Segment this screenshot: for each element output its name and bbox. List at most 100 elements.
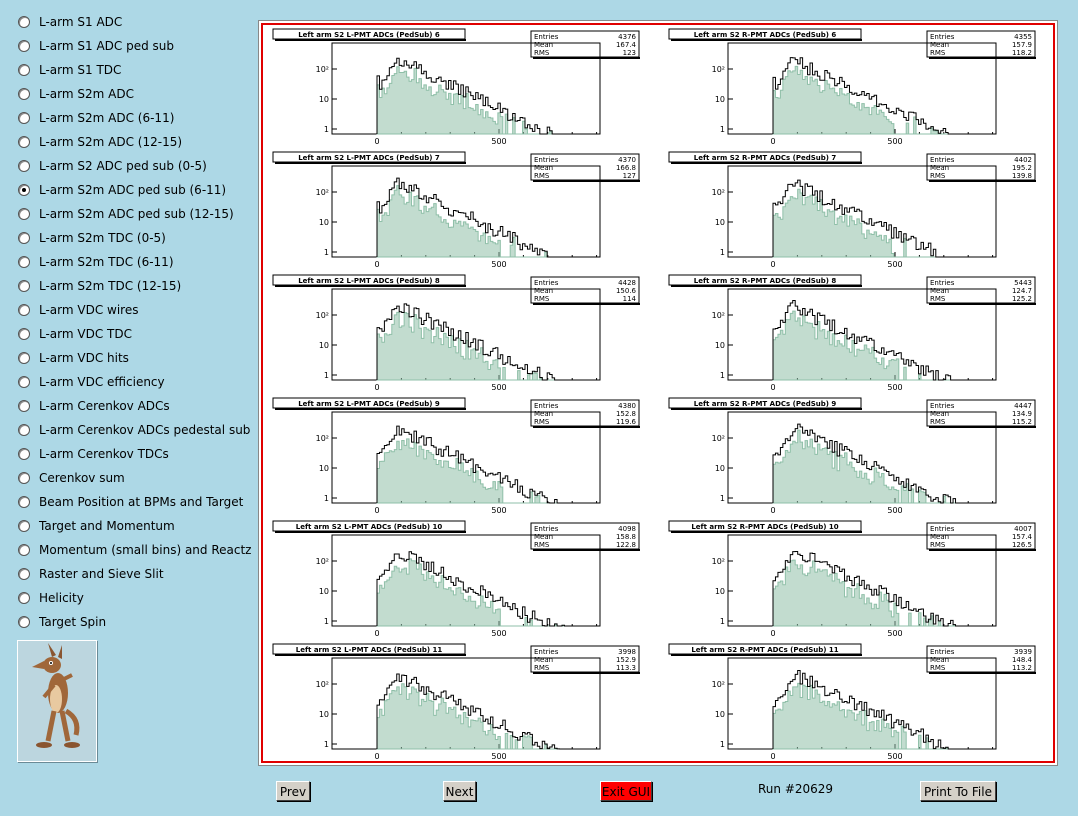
radio-button-icon[interactable] bbox=[18, 544, 30, 556]
histogram-title: Left arm S2 R-PMT ADCs (PedSub) 6 bbox=[694, 31, 837, 39]
sidebar-radio-item[interactable]: L-arm S2m TDC (12-15) bbox=[0, 274, 258, 298]
stats-value: 3939 bbox=[1014, 648, 1032, 656]
exit-gui-button[interactable]: Exit GUI bbox=[600, 781, 652, 801]
histogram-panel: Left arm S2 R-PMT ADCs (PedSub) 6 Entries… bbox=[668, 28, 1036, 146]
y-tick-label: 10 bbox=[319, 464, 329, 473]
sidebar-item-label: L-arm S2m ADC ped sub (6-11) bbox=[39, 183, 227, 197]
radio-button-icon[interactable] bbox=[18, 496, 30, 508]
prev-button[interactable]: Prev bbox=[276, 781, 310, 801]
radio-button-icon[interactable] bbox=[18, 616, 30, 628]
histogram-panel: Left arm S2 R-PMT ADCs (PedSub) 10 Entrie… bbox=[668, 520, 1036, 638]
x-tick-label: 500 bbox=[491, 752, 506, 761]
histogram-fill-series bbox=[376, 683, 599, 750]
stats-box bbox=[926, 153, 1036, 181]
stats-value: 4098 bbox=[618, 525, 636, 533]
sidebar-radio-item[interactable]: L-arm VDC hits bbox=[0, 346, 258, 370]
histogram-fill-series bbox=[376, 185, 599, 258]
radio-button-icon[interactable] bbox=[18, 304, 30, 316]
sidebar-radio-item[interactable]: Helicity bbox=[0, 586, 258, 610]
sidebar-radio-item[interactable]: L-arm S2m TDC (6-11) bbox=[0, 250, 258, 274]
sidebar-radio-item[interactable]: L-arm S2m ADC ped sub (6-11) bbox=[0, 178, 258, 202]
histogram-line-series bbox=[772, 550, 995, 627]
stats-box bbox=[530, 153, 640, 181]
radio-button-icon[interactable] bbox=[18, 424, 30, 436]
radio-button-icon[interactable] bbox=[18, 208, 30, 220]
radio-button-icon[interactable] bbox=[18, 520, 30, 532]
sidebar-radio-item[interactable]: L-arm Cerenkov ADCs bbox=[0, 394, 258, 418]
sidebar-radio-item[interactable]: Beam Position at BPMs and Target bbox=[0, 490, 258, 514]
sidebar-radio-item[interactable]: L-arm S2m TDC (0-5) bbox=[0, 226, 258, 250]
stats-key: Mean bbox=[534, 656, 553, 664]
next-button[interactable]: Next bbox=[443, 781, 476, 801]
sidebar-radio-item[interactable]: L-arm S1 ADC bbox=[0, 10, 258, 34]
sidebar-radio-item[interactable]: L-arm S1 ADC ped sub bbox=[0, 34, 258, 58]
radio-button-icon[interactable] bbox=[18, 376, 30, 388]
x-tick-label: 0 bbox=[770, 137, 775, 146]
radio-button-icon[interactable] bbox=[18, 592, 30, 604]
stats-value: 152.9 bbox=[616, 656, 636, 664]
stats-value: 125.2 bbox=[1012, 295, 1032, 303]
stats-key: Entries bbox=[534, 33, 559, 41]
sidebar-radio-item[interactable]: L-arm Cerenkov TDCs bbox=[0, 442, 258, 466]
y-tick-label: 1 bbox=[720, 371, 725, 380]
histogram-title: Left arm S2 R-PMT ADCs (PedSub) 10 bbox=[691, 523, 838, 531]
radio-button-icon[interactable] bbox=[18, 16, 30, 28]
sidebar-radio-item[interactable]: L-arm Cerenkov ADCs pedestal sub bbox=[0, 418, 258, 442]
sidebar-radio-item[interactable]: L-arm S2m ADC (6-11) bbox=[0, 106, 258, 130]
y-tick-label: 10 bbox=[715, 464, 725, 473]
radio-button-icon[interactable] bbox=[18, 232, 30, 244]
radio-button-icon[interactable] bbox=[18, 112, 30, 124]
y-tick-label: 10 bbox=[715, 218, 725, 227]
sidebar-item-label: L-arm S2m TDC (6-11) bbox=[39, 255, 174, 269]
histogram-line-series bbox=[376, 673, 599, 750]
sidebar-radio-item[interactable]: L-arm VDC wires bbox=[0, 298, 258, 322]
sidebar-radio-item[interactable]: L-arm S2 ADC ped sub (0-5) bbox=[0, 154, 258, 178]
radio-button-icon[interactable] bbox=[18, 88, 30, 100]
radio-button-icon[interactable] bbox=[18, 136, 30, 148]
histogram-title: Left arm S2 R-PMT ADCs (PedSub) 7 bbox=[694, 154, 837, 162]
radio-button-icon[interactable] bbox=[18, 568, 30, 580]
print-to-file-button[interactable]: Print To File bbox=[920, 781, 996, 801]
stats-key: Entries bbox=[930, 156, 955, 164]
sidebar-item-label: L-arm Cerenkov TDCs bbox=[39, 447, 169, 461]
sidebar-radio-item[interactable]: L-arm S2m ADC bbox=[0, 82, 258, 106]
sidebar-item-label: L-arm Cerenkov ADCs pedestal sub bbox=[39, 423, 251, 437]
stats-value: 114 bbox=[623, 295, 637, 303]
radio-button-icon[interactable] bbox=[18, 64, 30, 76]
stats-box bbox=[926, 399, 1036, 427]
radio-button-icon[interactable] bbox=[18, 328, 30, 340]
sidebar-radio-item[interactable]: L-arm VDC TDC bbox=[0, 322, 258, 346]
histogram-panel: Left arm S2 L-PMT ADCs (PedSub) 10 Entrie… bbox=[272, 520, 640, 638]
sidebar-radio-item[interactable]: Momentum (small bins) and Reactz bbox=[0, 538, 258, 562]
sidebar-item-label: L-arm S2m ADC (12-15) bbox=[39, 135, 183, 149]
histogram-line-series bbox=[772, 57, 995, 135]
x-tick-label: 0 bbox=[374, 383, 379, 392]
radio-button-icon[interactable] bbox=[18, 184, 30, 196]
radio-button-icon[interactable] bbox=[18, 160, 30, 172]
radio-button-icon[interactable] bbox=[18, 448, 30, 460]
sidebar-radio-item[interactable]: L-arm S1 TDC bbox=[0, 58, 258, 82]
sidebar-radio-item[interactable]: Target and Momentum bbox=[0, 514, 258, 538]
sidebar-radio-item[interactable]: L-arm S2m ADC (12-15) bbox=[0, 130, 258, 154]
run-number-label: Run #20629 bbox=[758, 782, 834, 796]
y-tick-label: 10² bbox=[712, 680, 725, 689]
y-tick-label: 10² bbox=[316, 188, 329, 197]
x-tick-label: 0 bbox=[374, 137, 379, 146]
histogram-panel: Left arm S2 L-PMT ADCs (PedSub) 11 Entrie… bbox=[272, 643, 640, 761]
sidebar-radio-item[interactable]: Target Spin bbox=[0, 610, 258, 634]
radio-button-icon[interactable] bbox=[18, 280, 30, 292]
sidebar-radio-item[interactable]: Raster and Sieve Slit bbox=[0, 562, 258, 586]
sidebar-radio-item[interactable]: Cerenkov sum bbox=[0, 466, 258, 490]
radio-button-icon[interactable] bbox=[18, 256, 30, 268]
radio-button-icon[interactable] bbox=[18, 472, 30, 484]
sidebar-radio-item[interactable]: L-arm S2m ADC ped sub (12-15) bbox=[0, 202, 258, 226]
radio-button-icon[interactable] bbox=[18, 400, 30, 412]
radio-button-icon[interactable] bbox=[18, 40, 30, 52]
stats-key: RMS bbox=[534, 49, 550, 57]
sidebar-radio-item[interactable]: L-arm VDC efficiency bbox=[0, 370, 258, 394]
histogram-panel: Left arm S2 R-PMT ADCs (PedSub) 7 Entries… bbox=[668, 151, 1036, 269]
x-tick-label: 500 bbox=[887, 383, 902, 392]
stats-value: 122.8 bbox=[616, 541, 636, 549]
histogram-line-series bbox=[772, 423, 995, 504]
radio-button-icon[interactable] bbox=[18, 352, 30, 364]
